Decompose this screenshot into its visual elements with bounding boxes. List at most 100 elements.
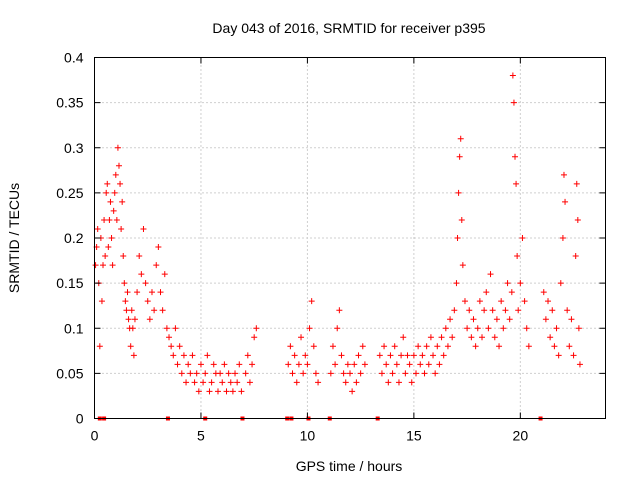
data-point bbox=[404, 352, 411, 359]
data-point bbox=[344, 361, 351, 368]
data-point bbox=[393, 361, 400, 368]
data-point bbox=[575, 325, 582, 332]
y-axis-label: SRMTID / TECUs bbox=[6, 183, 22, 293]
data-point bbox=[120, 253, 127, 260]
data-point bbox=[464, 325, 471, 332]
data-point bbox=[102, 253, 109, 260]
data-point bbox=[410, 352, 417, 359]
data-point bbox=[562, 198, 569, 205]
data-point bbox=[111, 189, 118, 196]
data-point bbox=[244, 352, 251, 359]
y-tick-label: 0.25 bbox=[56, 185, 83, 201]
data-point bbox=[430, 352, 437, 359]
data-point bbox=[168, 343, 175, 350]
data-point bbox=[146, 316, 153, 323]
data-point bbox=[453, 280, 460, 287]
data-point bbox=[115, 162, 122, 169]
data-point bbox=[347, 370, 353, 377]
data-point bbox=[291, 352, 298, 359]
y-tick-label: 0.2 bbox=[64, 230, 84, 246]
data-point bbox=[455, 189, 462, 196]
data-point bbox=[553, 325, 560, 332]
data-point bbox=[487, 271, 494, 278]
data-point bbox=[353, 379, 360, 386]
data-point bbox=[119, 198, 126, 205]
data-point bbox=[506, 316, 513, 323]
data-point bbox=[485, 325, 492, 332]
tick-layer: 0 5 10 15 20 0 0.05 0.1 0.15 0.2 0.25 0.3 0.35 0.4 bbox=[56, 50, 606, 444]
data-point bbox=[498, 298, 505, 305]
data-point bbox=[101, 216, 108, 223]
data-point bbox=[138, 271, 145, 278]
data-point bbox=[357, 370, 364, 377]
data-point bbox=[298, 334, 305, 341]
data-point bbox=[151, 307, 158, 314]
data-point bbox=[134, 289, 141, 296]
data-point bbox=[468, 334, 475, 341]
y-tick-label: 0.05 bbox=[56, 365, 83, 381]
data-point bbox=[289, 370, 296, 377]
data-point bbox=[510, 99, 517, 106]
data-point bbox=[395, 379, 402, 386]
data-point bbox=[183, 379, 190, 386]
data-point bbox=[470, 316, 477, 323]
data-point bbox=[376, 352, 383, 359]
data-point bbox=[108, 235, 115, 241]
data-point bbox=[509, 72, 516, 79]
data-point bbox=[227, 379, 234, 386]
data-point bbox=[155, 244, 162, 251]
data-point bbox=[106, 216, 113, 223]
data-point bbox=[459, 262, 466, 269]
data-point bbox=[329, 343, 336, 350]
data-point bbox=[523, 325, 530, 332]
data-point bbox=[519, 235, 526, 241]
data-point bbox=[208, 379, 215, 386]
data-point bbox=[491, 334, 498, 341]
y-tick-label: 0 bbox=[76, 411, 84, 427]
x-axis-label: GPS time / hours bbox=[296, 458, 403, 474]
data-point bbox=[479, 334, 486, 341]
data-point bbox=[122, 298, 129, 305]
data-point bbox=[123, 307, 130, 314]
data-point bbox=[229, 388, 236, 395]
data-point bbox=[378, 370, 385, 377]
data-point bbox=[421, 370, 428, 377]
data-point bbox=[148, 289, 155, 296]
data-point bbox=[338, 352, 345, 359]
data-point bbox=[481, 307, 488, 314]
data-point bbox=[406, 361, 413, 368]
data-point bbox=[496, 343, 503, 350]
data-point bbox=[512, 153, 519, 160]
data-point bbox=[383, 361, 390, 368]
data-point bbox=[432, 370, 439, 377]
data-point bbox=[104, 180, 111, 187]
data-point bbox=[113, 216, 120, 223]
data-point bbox=[310, 343, 317, 350]
data-point bbox=[124, 289, 131, 296]
data-point bbox=[223, 388, 230, 395]
data-point bbox=[402, 370, 409, 377]
data-point bbox=[472, 343, 479, 350]
data-point bbox=[515, 307, 522, 314]
data-point bbox=[249, 361, 256, 368]
data-point bbox=[180, 352, 187, 359]
x-tick-label: 0 bbox=[91, 428, 99, 444]
data-point bbox=[200, 379, 207, 386]
data-point bbox=[105, 244, 112, 251]
data-point bbox=[349, 388, 356, 395]
data-point bbox=[327, 370, 334, 377]
data-point bbox=[110, 207, 117, 214]
data-point bbox=[574, 216, 581, 223]
data-point bbox=[447, 316, 454, 323]
data-point bbox=[559, 235, 566, 241]
y-tick-label: 0.35 bbox=[56, 95, 83, 111]
data-point bbox=[295, 361, 302, 368]
data-point bbox=[449, 334, 456, 341]
data-point bbox=[163, 325, 170, 332]
data-point bbox=[293, 379, 300, 386]
data-point bbox=[117, 180, 124, 187]
y-tick-label: 0.15 bbox=[56, 275, 83, 291]
data-point bbox=[483, 289, 490, 296]
data-point bbox=[444, 343, 451, 350]
data-point bbox=[131, 316, 138, 323]
